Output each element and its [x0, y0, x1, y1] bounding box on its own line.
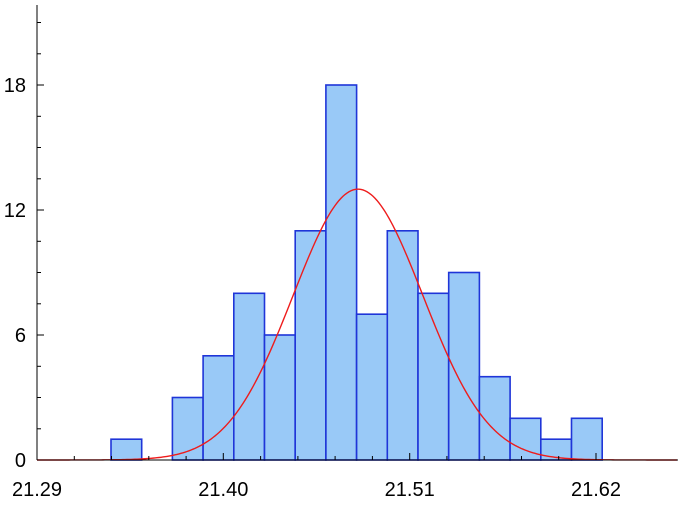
histogram-bar — [325, 84, 358, 461]
axes — [36, 5, 678, 461]
histogram-bar — [386, 230, 419, 461]
y-tick-label: 6 — [15, 325, 26, 347]
histogram-bar — [263, 334, 297, 461]
histogram-bar — [233, 292, 266, 461]
tick-labels-layer: 21.29 21.40 21.51 21.62 0 6 12 18 — [4, 75, 621, 501]
normal-fit-curve — [37, 188, 677, 461]
y-tick-label: 18 — [4, 75, 26, 97]
y-tick-label: 0 — [15, 450, 26, 472]
x-tick-label: 21.29 — [12, 479, 62, 501]
histogram-bar — [570, 417, 604, 461]
histogram-bar — [417, 292, 450, 461]
histogram-bar — [202, 354, 235, 461]
histogram-bar — [355, 313, 389, 461]
x-tick-label: 21.51 — [385, 479, 435, 501]
ticks-layer — [36, 22, 597, 461]
bars-layer — [110, 84, 604, 461]
histogram-bar — [110, 438, 143, 461]
x-tick-label: 21.40 — [198, 479, 248, 501]
histogram-bar — [294, 230, 327, 461]
y-tick-label: 12 — [4, 200, 26, 222]
x-tick-label: 21.62 — [571, 479, 621, 501]
